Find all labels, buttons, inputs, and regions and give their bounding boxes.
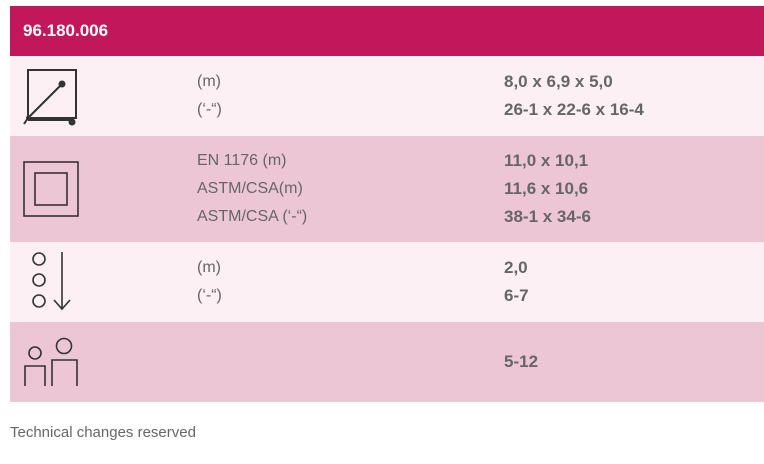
dimensions-cube-icon xyxy=(22,64,86,133)
value-text: 2,0 xyxy=(504,258,528,277)
fall-height-labels: (m) (‘-“) xyxy=(197,254,222,310)
age-group-row: 5-12 xyxy=(10,322,764,402)
dimensions-row: (m) (‘-“) 8,0 x 6,9 x 5,0 26-1 x 22-6 x … xyxy=(10,56,764,136)
value-text: 5-12 xyxy=(504,352,539,371)
fall-height-values: 2,0 6-7 xyxy=(504,254,529,310)
unit-label: (m) xyxy=(197,73,221,90)
unit-label: (m) xyxy=(197,259,221,276)
value-text: 26-1 x 22-6 x 16-4 xyxy=(504,100,644,119)
value-text: 8,0 x 6,9 x 5,0 xyxy=(504,72,613,91)
age-group-values: 5-12 xyxy=(504,348,538,376)
value-text: 11,6 x 10,6 xyxy=(504,179,589,198)
standard-label: ASTM/CSA(m) xyxy=(197,180,303,197)
standard-label: EN 1176 (m) xyxy=(197,152,287,169)
safety-area-square-icon xyxy=(22,160,82,225)
footer-note: Technical changes reserved xyxy=(10,424,196,441)
safety-area-values: 11,0 x 10,1 11,6 x 10,6 38-1 x 34-6 xyxy=(504,147,591,231)
value-text: 6-7 xyxy=(504,286,529,305)
safety-area-row: EN 1176 (m) ASTM/CSA(m) ASTM/CSA (‘-“) 1… xyxy=(10,136,764,242)
fall-height-icon xyxy=(22,250,86,319)
value-text: 11,0 x 10,1 xyxy=(504,151,589,170)
safety-area-labels: EN 1176 (m) ASTM/CSA(m) ASTM/CSA (‘-“) xyxy=(197,147,307,231)
age-group-people-icon xyxy=(22,336,86,395)
dimensions-labels: (m) (‘-“) xyxy=(197,68,222,124)
unit-label: (‘-“) xyxy=(197,101,222,118)
dimensions-values: 8,0 x 6,9 x 5,0 26-1 x 22-6 x 16-4 xyxy=(504,68,644,124)
product-code: 96.180.006 xyxy=(23,21,109,40)
unit-label: (‘-“) xyxy=(197,287,222,304)
fall-height-row: (m) (‘-“) 2,0 6-7 xyxy=(10,242,764,322)
value-text: 38-1 x 34-6 xyxy=(504,207,591,226)
standard-label: ASTM/CSA (‘-“) xyxy=(197,208,308,225)
product-header: 96.180.006 xyxy=(10,6,764,56)
